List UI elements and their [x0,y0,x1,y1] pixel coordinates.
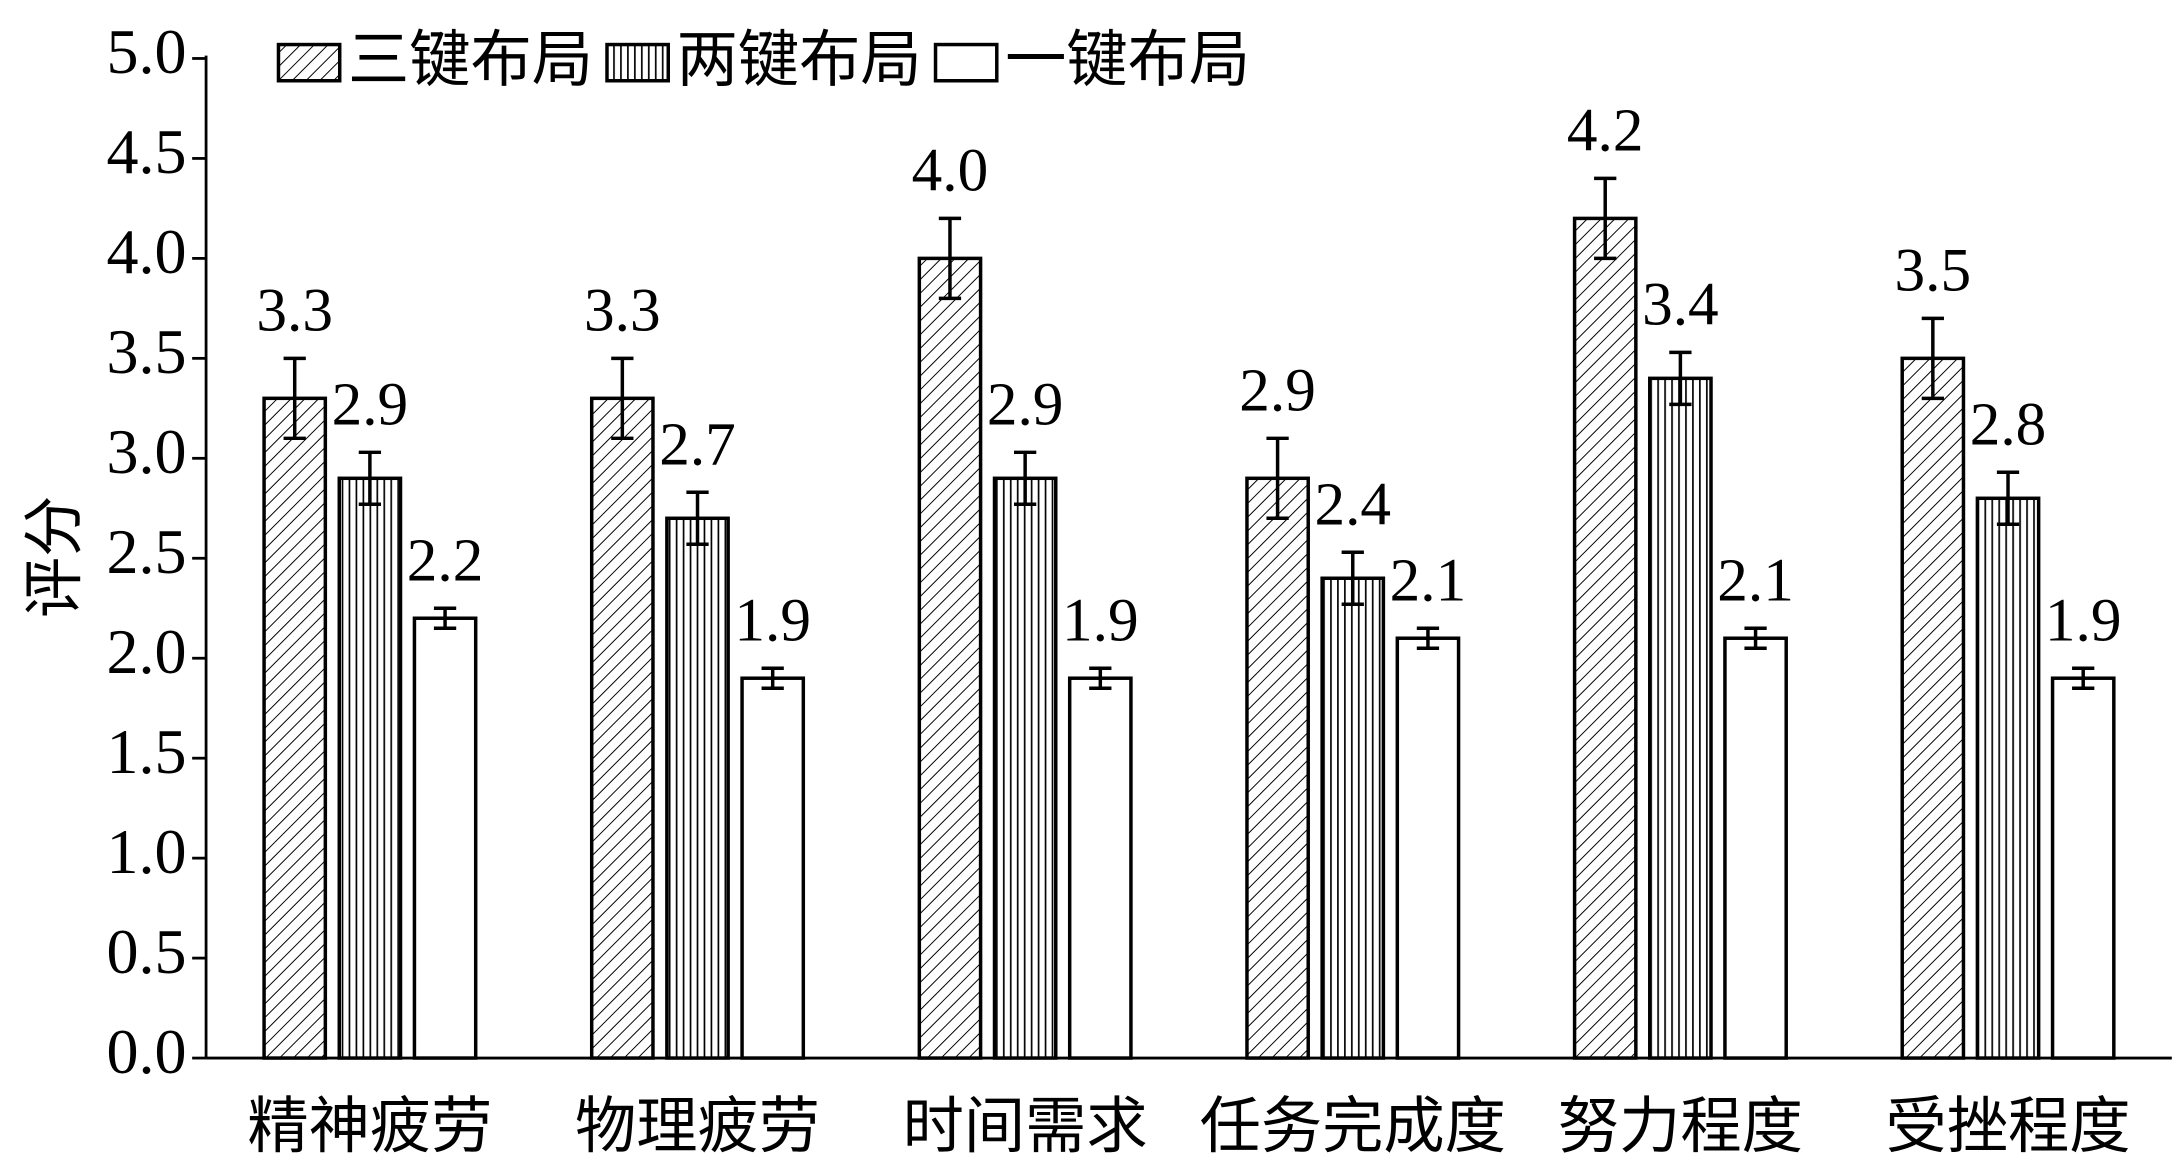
bar [1395,636,1461,1060]
value-label: 2.8 [1970,391,2047,459]
y-tick-label: 3.0 [107,416,187,487]
value-label: 1.9 [734,587,811,655]
error-bar [1594,176,1617,261]
value-label: 3.3 [584,277,661,345]
bar [1572,216,1638,1060]
bar [412,616,478,1060]
value-label: 2.9 [332,371,409,439]
value-label: 2.9 [1239,357,1316,425]
y-tick-label: 2.5 [107,516,187,587]
bar [740,676,806,1060]
legend-swatch [276,42,342,83]
error-bar [433,606,457,630]
error-bar [358,450,382,507]
value-label: 2.1 [1390,547,1467,615]
value-label: 2.2 [407,527,484,595]
y-tick-label: 1.0 [107,816,187,887]
bar [665,516,730,1060]
bar [337,476,403,1060]
bar [262,396,328,1060]
x-tick-label: 任务完成度 [1200,1091,1506,1162]
value-label: 3.4 [1642,271,1719,339]
y-tick-label: 5.0 [107,16,187,87]
error-bar [2072,666,2095,690]
value-label: 3.3 [256,277,333,345]
bar [1648,376,1713,1060]
bar [2050,676,2116,1060]
error-bar [1089,666,1112,690]
legend-swatch [933,42,999,83]
error-bar [1996,470,2020,527]
y-tick-label: 0.0 [107,1016,187,1087]
bar [1975,496,2041,1060]
error-bar [761,666,784,690]
bar [917,256,983,1060]
x-tick-label: 努力程度 [1558,1091,1803,1162]
error-bar [1014,450,1037,507]
value-label: 2.1 [1717,547,1794,615]
error-bar [611,356,634,441]
legend-label: 三键布局 [348,25,593,96]
bar [589,396,655,1060]
error-bar [686,490,709,547]
value-label: 2.9 [987,371,1064,439]
error-bar [1669,350,1692,407]
value-label: 3.5 [1895,237,1972,305]
y-tick-label: 2.0 [107,616,187,687]
value-label: 2.4 [1314,471,1391,539]
bar [1245,476,1310,1060]
y-tick-label: 4.0 [107,216,187,287]
error-bar [1744,626,1767,650]
bar [1900,356,1966,1060]
value-label: 4.0 [912,137,989,205]
bar [1723,636,1788,1060]
y-tick-label: 4.5 [107,116,187,187]
value-label: 4.2 [1567,97,1644,165]
legend-label: 两键布局 [677,25,922,96]
bar [1320,576,1386,1060]
error-bar [1416,626,1440,650]
value-label: 1.9 [2045,587,2122,655]
y-axis-label: 评分 [19,496,90,619]
y-tick-label: 0.5 [107,916,187,987]
x-tick-label: 受挫程度 [1886,1091,2131,1162]
bar [992,476,1058,1060]
x-tick-label: 精神疲劳 [247,1091,492,1162]
value-label: 1.9 [1062,587,1139,655]
error-bar [938,216,962,301]
error-bar [1266,436,1289,521]
error-bar [1341,550,1364,606]
legend-label: 一键布局 [1005,25,1250,96]
x-tick-label: 时间需求 [903,1091,1148,1162]
y-tick-label: 1.5 [107,716,187,787]
bar [1067,676,1133,1060]
legend-swatch [605,42,670,83]
error-bar [1921,316,1944,401]
y-tick-label: 3.5 [107,316,187,387]
x-tick-label: 物理疲劳 [575,1091,820,1162]
value-label: 2.7 [659,411,736,479]
error-bar [283,356,306,441]
